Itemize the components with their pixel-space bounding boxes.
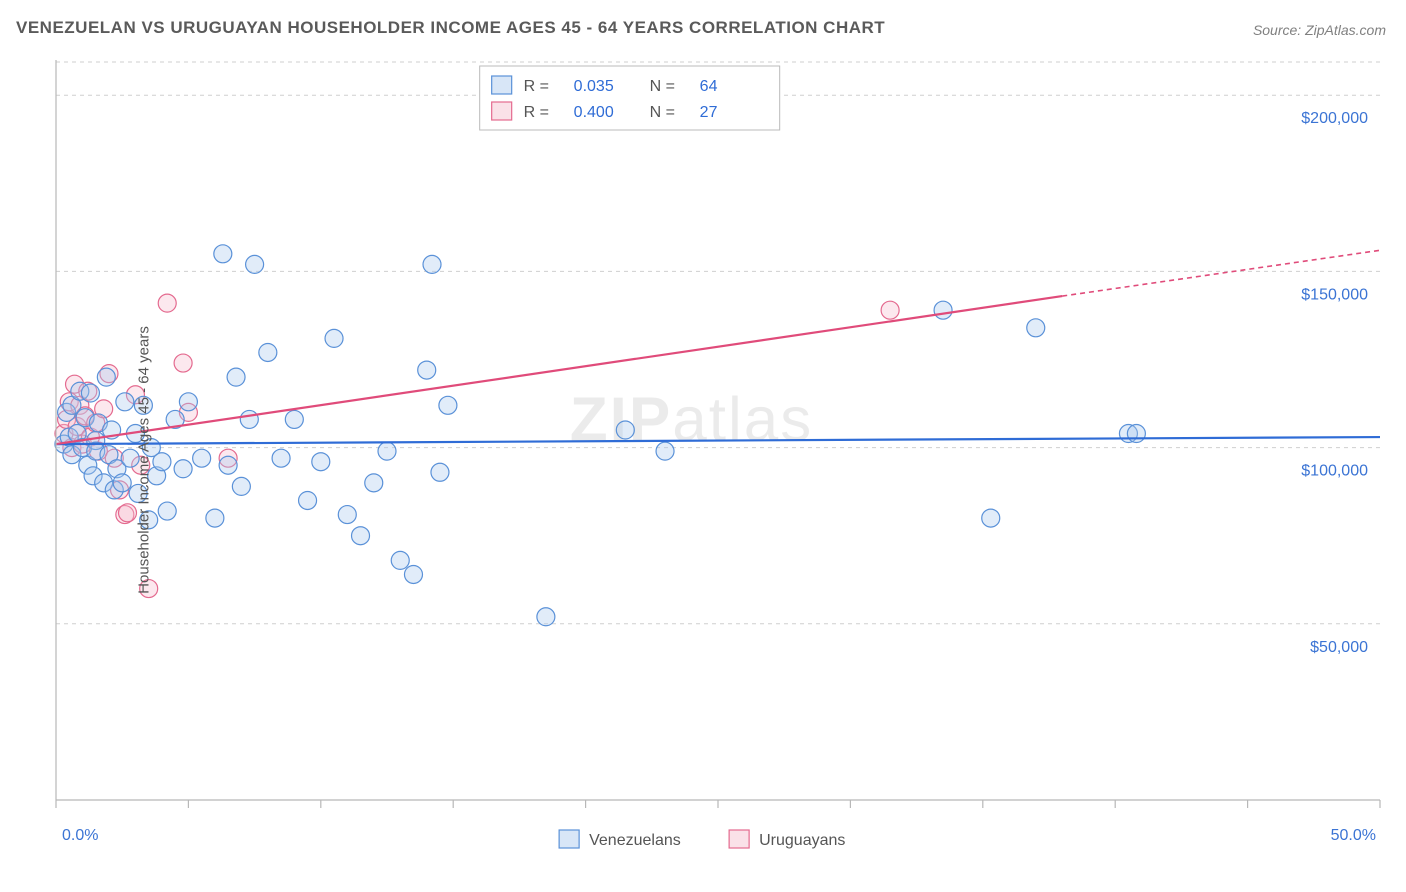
svg-text:64: 64 bbox=[700, 78, 718, 95]
chart-container: Householder Income Ages 45 - 64 years $5… bbox=[16, 50, 1390, 870]
svg-text:N =: N = bbox=[650, 78, 675, 95]
svg-text:0.035: 0.035 bbox=[574, 78, 614, 95]
svg-text:$50,000: $50,000 bbox=[1310, 639, 1368, 656]
y-axis-label: Householder Income Ages 45 - 64 years bbox=[135, 326, 152, 594]
svg-text:N =: N = bbox=[650, 104, 675, 121]
svg-text:Uruguayans: Uruguayans bbox=[759, 832, 845, 849]
svg-text:$100,000: $100,000 bbox=[1301, 463, 1368, 480]
scatter-chart: $50,000 $100,000 $150,000 $200,000 ZIPatlas 0… bbox=[16, 50, 1390, 870]
svg-text:$200,000: $200,000 bbox=[1301, 110, 1368, 127]
svg-text:0.0%: 0.0% bbox=[62, 827, 98, 844]
chart-title: VENEZUELAN VS URUGUAYAN HOUSEHOLDER INCO… bbox=[16, 18, 885, 38]
svg-text:0.400: 0.400 bbox=[574, 104, 614, 121]
svg-text:27: 27 bbox=[700, 104, 718, 121]
source-value: ZipAtlas.com bbox=[1305, 22, 1386, 38]
svg-text:R =: R = bbox=[524, 104, 549, 121]
svg-text:$150,000: $150,000 bbox=[1301, 286, 1368, 303]
source-attribution: Source: ZipAtlas.com bbox=[1253, 22, 1386, 38]
svg-text:Venezuelans: Venezuelans bbox=[589, 832, 681, 849]
svg-text:ZIPatlas: ZIPatlas bbox=[570, 386, 813, 455]
svg-text:50.0%: 50.0% bbox=[1331, 827, 1376, 844]
source-label: Source: bbox=[1253, 22, 1301, 38]
svg-text:R =: R = bbox=[524, 78, 549, 95]
